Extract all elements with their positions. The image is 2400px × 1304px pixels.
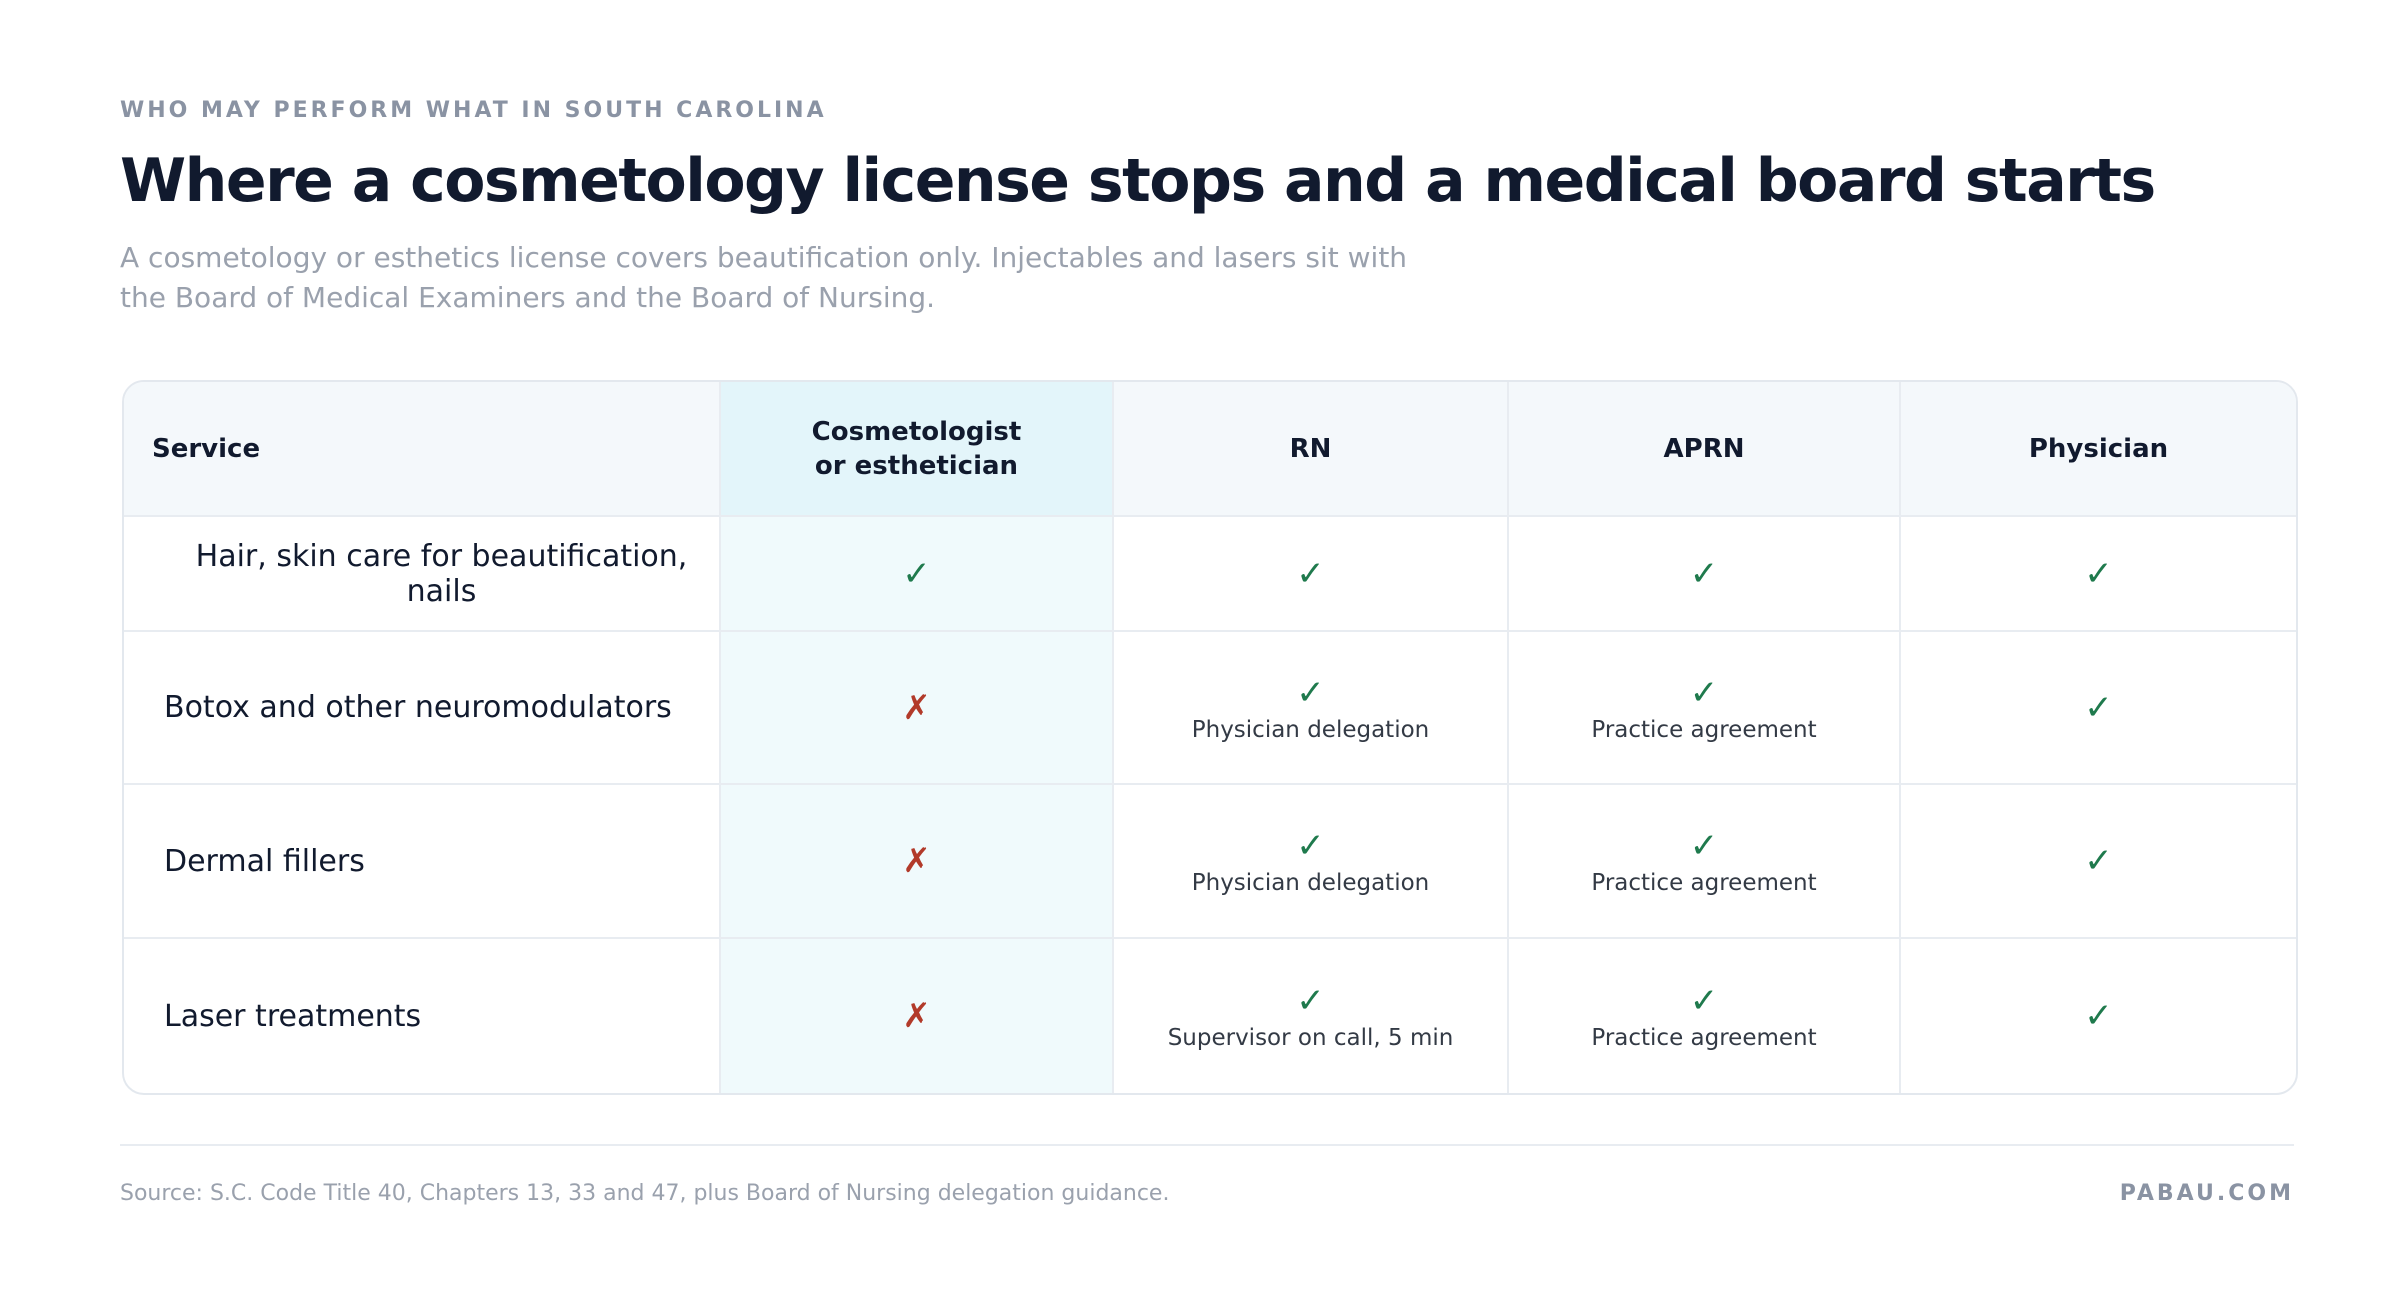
subtitle: A cosmetology or esthetics license cover… — [120, 241, 1408, 314]
status-cell: ✓ — [1509, 517, 1901, 632]
comparison-table: Service Cosmetologist or esthetician RN APR… — [122, 380, 2298, 1095]
status-note: Practice agreement — [1591, 716, 1817, 743]
header-cell: Service — [124, 382, 721, 517]
status-mark: ✗ — [902, 687, 931, 728]
status-cell: ✓ — [721, 517, 1114, 632]
service-cell: Dermal fillers — [124, 785, 721, 939]
status-mark: ✓ — [1689, 981, 1719, 1021]
status-mark: ✗ — [902, 841, 931, 881]
status-mark: ✓ — [1296, 826, 1325, 866]
header-text: Cosmetologist or esthetician — [811, 416, 1022, 481]
status-cell: ✓ Physician delegation — [1114, 785, 1509, 939]
header-text: Physician — [2028, 433, 2169, 464]
status-mark: ✓ — [1689, 826, 1719, 866]
status-cell: ✓ — [1901, 939, 2296, 1093]
source: Source: S.C. Code Title 40, Chapters 13,… — [120, 1181, 1170, 1206]
header-cell: APRN — [1509, 382, 1901, 517]
status-mark: ✓ — [2084, 841, 2113, 881]
status-cell: ✗ — [721, 632, 1114, 785]
header-text: RN — [1289, 433, 1332, 464]
status-mark: ✓ — [1689, 553, 1719, 594]
title: Where a cosmetology license stops and a … — [120, 146, 2156, 216]
divider — [120, 1144, 2294, 1146]
status-cell: ✗ — [721, 939, 1114, 1093]
header-cell: RN — [1114, 382, 1509, 517]
status-mark: ✓ — [1296, 981, 1325, 1021]
header-cell: Cosmetologist or esthetician — [721, 382, 1114, 517]
status-cell: ✓ Supervisor on call, 5 min — [1114, 939, 1509, 1093]
status-note: Physician delegation — [1191, 870, 1430, 896]
status-note: Supervisor on call, 5 min — [1167, 1025, 1454, 1051]
brand: PABAU.COM — [2119, 1181, 2294, 1206]
status-cell: ✓ Practice agreement — [1509, 632, 1901, 785]
header-text: Service — [152, 433, 261, 464]
status-mark: ✓ — [902, 553, 931, 594]
service-cell: Botox and other neuromodulators — [124, 632, 721, 785]
status-cell: ✓ — [1901, 785, 2296, 939]
header-text: APRN — [1663, 433, 1745, 464]
status-mark: ✓ — [1296, 672, 1325, 713]
status-mark: ✓ — [2084, 687, 2113, 728]
service-cell: Laser treatments — [124, 939, 721, 1093]
status-note: Practice agreement — [1591, 1025, 1817, 1051]
status-mark: ✓ — [1296, 553, 1325, 594]
eyebrow: WHO MAY PERFORM WHAT IN SOUTH CAROLINA — [120, 98, 827, 123]
status-mark: ✓ — [1689, 672, 1719, 713]
status-note: Practice agreement — [1591, 870, 1817, 896]
header-cell: Physician — [1901, 382, 2296, 517]
status-cell: ✓ Physician delegation — [1114, 632, 1509, 785]
status-cell: ✓ — [1114, 517, 1509, 632]
status-mark: ✓ — [2084, 996, 2113, 1036]
status-note: Physician delegation — [1191, 716, 1430, 743]
status-cell: ✓ Practice agreement — [1509, 939, 1901, 1093]
status-cell: ✓ Practice agreement — [1509, 785, 1901, 939]
service-cell: Hair, skin care for beautification, nail… — [124, 517, 721, 632]
status-cell: ✓ — [1901, 517, 2296, 632]
status-mark: ✓ — [2084, 553, 2113, 594]
status-mark: ✗ — [902, 996, 931, 1036]
status-cell: ✓ — [1901, 632, 2296, 785]
status-cell: ✗ — [721, 785, 1114, 939]
